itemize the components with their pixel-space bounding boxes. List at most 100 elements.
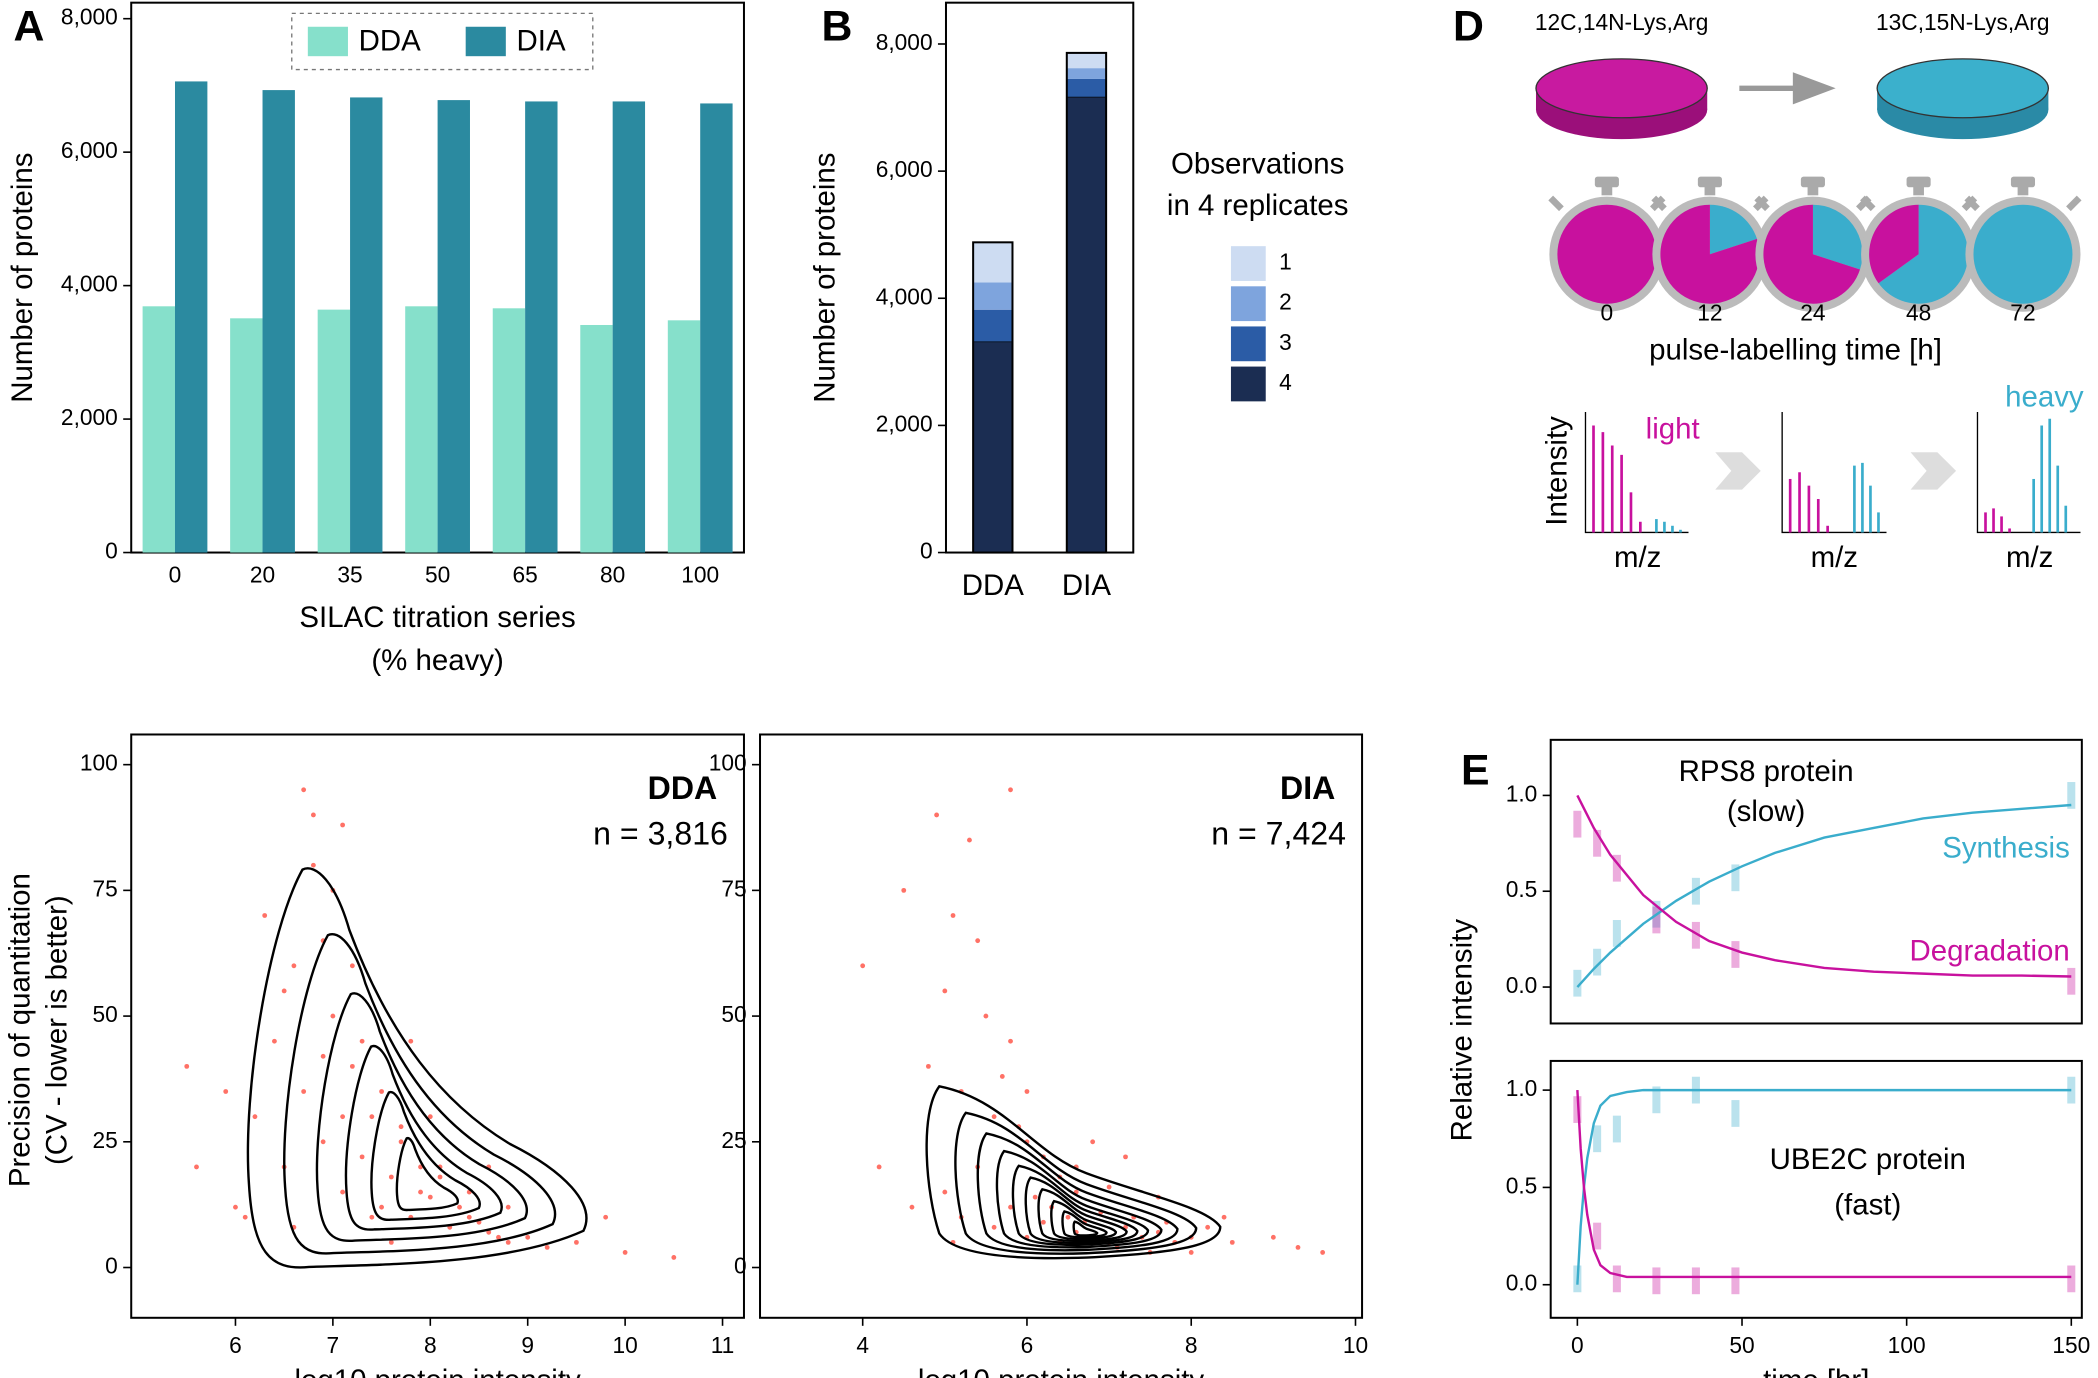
point	[437, 1174, 443, 1180]
x-tick-label: 10	[612, 1332, 637, 1358]
pie-slice	[1812, 204, 1863, 270]
bar	[525, 101, 558, 553]
clock-ear	[1860, 195, 1876, 212]
y-tick-label: 75	[93, 875, 118, 901]
clock-ear	[1651, 195, 1667, 212]
x-tick-label: 100	[1888, 1332, 1926, 1358]
y-axis-label: Precision of quantitation	[3, 873, 36, 1187]
y-tick-label: 0	[105, 1253, 118, 1279]
y-tick-label: 0	[920, 538, 933, 564]
point	[622, 1250, 628, 1255]
y-tick-label: 0	[734, 1253, 747, 1279]
point	[301, 1089, 307, 1094]
observation	[1573, 969, 1582, 997]
annotation: RPS8 protein	[1679, 755, 1854, 788]
y-tick-label: 100	[80, 750, 118, 776]
x-tick-label: 10	[1343, 1332, 1368, 1358]
bar	[142, 306, 175, 553]
point	[223, 1089, 229, 1094]
x-tick-label: 48	[1906, 299, 1931, 325]
point	[544, 1244, 550, 1250]
pie-slice	[1557, 204, 1657, 304]
clock-knob	[1906, 176, 1931, 188]
clock-knob	[2010, 176, 2036, 188]
legend-label: 1	[1279, 249, 1292, 275]
y-tick-label: 6,000	[876, 156, 933, 182]
point	[262, 913, 268, 918]
point	[408, 1038, 414, 1044]
annotation: UBE2C protein	[1770, 1143, 1966, 1176]
bar	[437, 100, 470, 553]
legend-title: Observations	[1171, 148, 1344, 181]
point	[942, 1189, 948, 1195]
line	[1576, 803, 2072, 988]
point	[359, 1154, 365, 1160]
pie-slice	[1878, 204, 1969, 304]
annotation: (fast)	[1834, 1189, 1901, 1222]
legend-label: DIA	[517, 25, 566, 58]
bar	[492, 308, 526, 553]
observation	[1691, 1267, 1700, 1295]
point	[310, 812, 316, 818]
panel-letter: E	[1461, 747, 1490, 795]
y-tick-label: 0.5	[1506, 1172, 1538, 1198]
point	[320, 1139, 326, 1145]
bar-segment	[1066, 78, 1107, 97]
y-tick-label: 0	[105, 538, 118, 564]
observation	[1731, 864, 1740, 892]
x-tick-label: DDA	[962, 569, 1024, 602]
observation	[1593, 829, 1602, 857]
point	[909, 1204, 915, 1210]
point	[466, 1214, 472, 1220]
x-tick-label: 8	[1185, 1332, 1198, 1358]
dish-heavy	[1876, 58, 2050, 140]
panel-letter: A	[13, 3, 44, 51]
observation	[1691, 877, 1700, 905]
y-tick-label: 25	[93, 1127, 118, 1153]
clock-knob	[1594, 176, 1619, 188]
point	[505, 1239, 511, 1245]
pie-slice	[1709, 204, 1757, 255]
point	[574, 1239, 579, 1245]
point	[281, 988, 287, 994]
bar	[350, 97, 383, 553]
bar-segment	[973, 309, 1013, 342]
point	[398, 1124, 404, 1130]
x-tick-label: 50	[425, 562, 450, 588]
point	[496, 1234, 501, 1240]
x-axis-label: time [hr]	[1763, 1364, 1869, 1378]
x-tick-label: 65	[512, 562, 537, 588]
panel-title: DIA	[1280, 770, 1335, 806]
clock-stem	[1913, 184, 1924, 196]
spectra	[1584, 412, 2081, 534]
bar-segment	[1066, 68, 1107, 79]
point	[1008, 1038, 1013, 1044]
y-tick-label: 50	[93, 1001, 118, 1027]
point	[1065, 1214, 1071, 1220]
point	[320, 1053, 326, 1059]
clock-stem	[1807, 184, 1819, 196]
point	[340, 1189, 346, 1195]
point	[1270, 1234, 1276, 1240]
panel-letter: B	[822, 3, 853, 51]
bar-segment	[972, 340, 1014, 554]
plot-frame	[1549, 1059, 2083, 1319]
y-tick-label: 2,000	[876, 410, 933, 436]
observation	[1612, 1265, 1621, 1293]
point	[942, 988, 948, 994]
point	[301, 787, 307, 793]
light-label: light	[1646, 413, 1700, 446]
point	[1295, 1244, 1301, 1250]
annotation: (slow)	[1727, 795, 1805, 828]
point	[1106, 1184, 1112, 1190]
point	[1188, 1250, 1194, 1255]
point	[388, 1174, 394, 1180]
observation	[1612, 854, 1621, 882]
observation	[1652, 906, 1661, 934]
point	[991, 1224, 997, 1230]
point	[252, 1114, 258, 1120]
x-tick-label: 7	[327, 1332, 340, 1358]
point	[379, 1089, 384, 1094]
heavy-label: heavy	[2005, 380, 2084, 413]
x-tick-label: 0	[1571, 1332, 1584, 1358]
